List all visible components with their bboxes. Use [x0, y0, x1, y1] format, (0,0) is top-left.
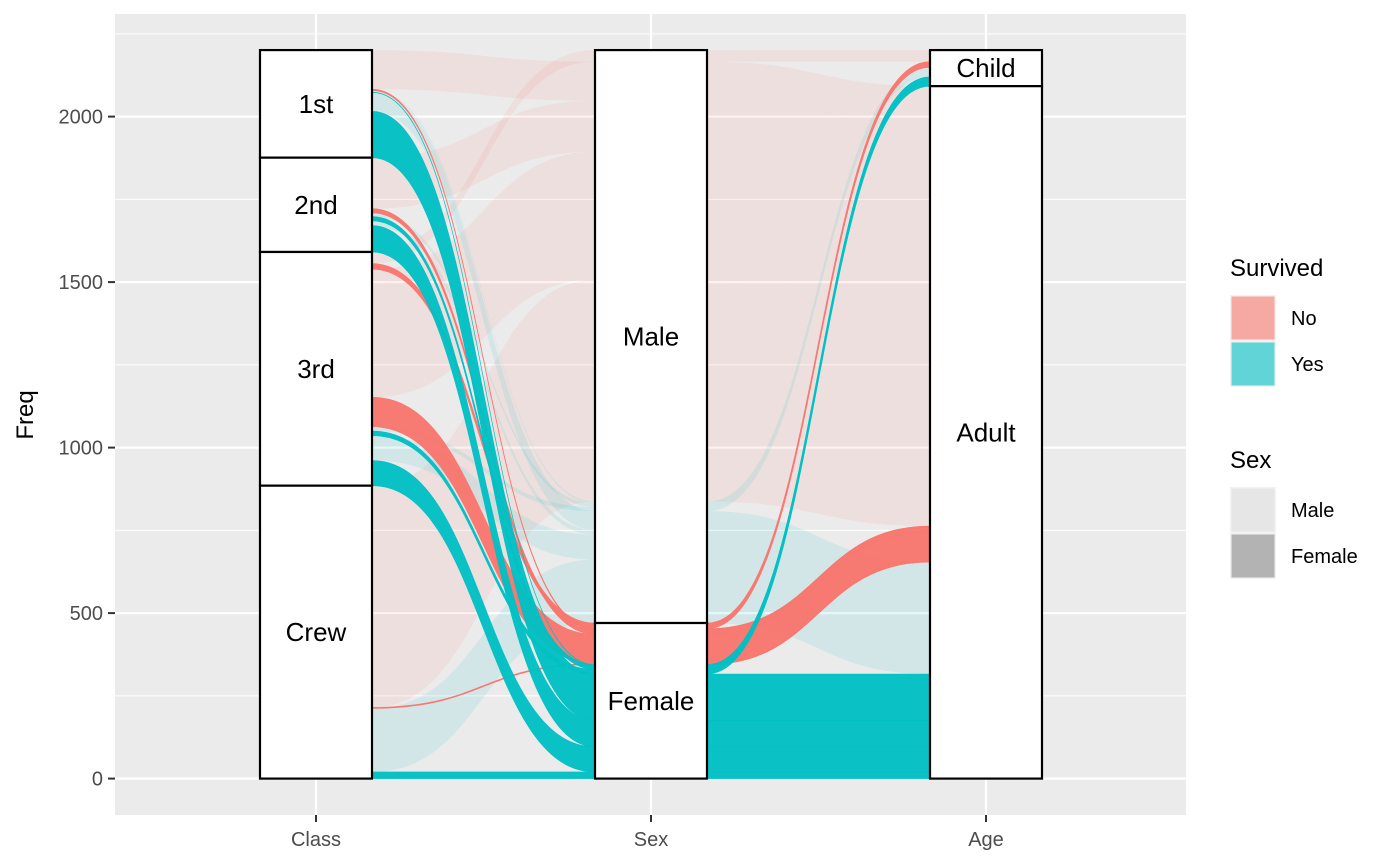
stratum-box	[593, 48, 709, 625]
legend-title: Sex	[1230, 447, 1271, 474]
stratum-label: Child	[956, 53, 1015, 83]
flow-ribbon	[707, 50, 930, 62]
legend: Survived No Yes Sex Male Female	[1230, 255, 1358, 579]
y-tick-label: 1500	[59, 272, 104, 294]
flow-lode	[371, 771, 596, 779]
stratum-label: 2nd	[294, 190, 337, 220]
flow-lode	[706, 673, 931, 721]
flow-ribbon	[372, 92, 595, 531]
legend-label: Female	[1291, 546, 1358, 568]
stratum-box	[258, 250, 374, 487]
stratum-label: Crew	[286, 617, 347, 647]
x-axis: Class Sex Age	[291, 815, 1004, 851]
flow-ribbon	[372, 50, 595, 264]
flow-ribbon	[707, 151, 930, 305]
flow-ribbon	[707, 100, 930, 177]
legend-key	[1231, 488, 1275, 532]
flow-lodes	[371, 61, 931, 779]
flow-ribbon	[372, 90, 595, 504]
legend-key	[1231, 342, 1275, 386]
flow-ribbon	[707, 72, 930, 512]
flow-ribbon	[707, 68, 930, 507]
legend-key	[1231, 296, 1275, 340]
flow-lode	[706, 720, 931, 748]
strata: 1st 2nd 3rd Crew Male Female Child Adult	[258, 48, 1044, 780]
y-tick-label: 1000	[59, 438, 104, 460]
x-tick-label: Age	[968, 829, 1004, 851]
x-tick-label: Sex	[634, 829, 668, 851]
flow-ribbon	[372, 151, 595, 398]
flow-ribbon	[707, 530, 930, 586]
stratum-label: 3rd	[297, 354, 335, 384]
legend-label: Male	[1291, 500, 1334, 522]
stratum-box	[258, 156, 374, 254]
stratum-box	[928, 85, 1044, 780]
flow-lode	[706, 746, 931, 773]
legend-label: Yes	[1291, 354, 1324, 376]
flow-ribbon	[707, 61, 930, 126]
y-tick-label: 500	[70, 603, 103, 625]
legend-key	[1231, 534, 1275, 578]
y-axis: 0 500 1000 1500 2000	[59, 107, 115, 791]
flow-lode	[706, 771, 931, 779]
flow-ribbon	[707, 534, 930, 611]
x-tick-label: Class	[291, 829, 341, 851]
legend-label: No	[1291, 308, 1317, 330]
flow-ribbon	[707, 67, 930, 504]
stratum-label: Adult	[956, 417, 1016, 447]
y-tick-label: 0	[92, 769, 103, 791]
flow-ribbon	[707, 559, 930, 674]
y-axis-title: Freq	[12, 390, 39, 439]
stratum-box	[258, 484, 374, 780]
flow-ribbon	[372, 50, 595, 101]
flow-ribbon	[372, 426, 595, 512]
y-tick-label: 2000	[59, 107, 104, 129]
stratum-label: Male	[623, 322, 679, 352]
legend-title: Survived	[1230, 255, 1323, 282]
flow-ribbon	[707, 279, 930, 527]
stratum-box	[593, 621, 709, 780]
stratum-label: Female	[608, 686, 695, 716]
stratum-label: 1st	[299, 89, 334, 119]
stratum-box	[258, 48, 374, 159]
